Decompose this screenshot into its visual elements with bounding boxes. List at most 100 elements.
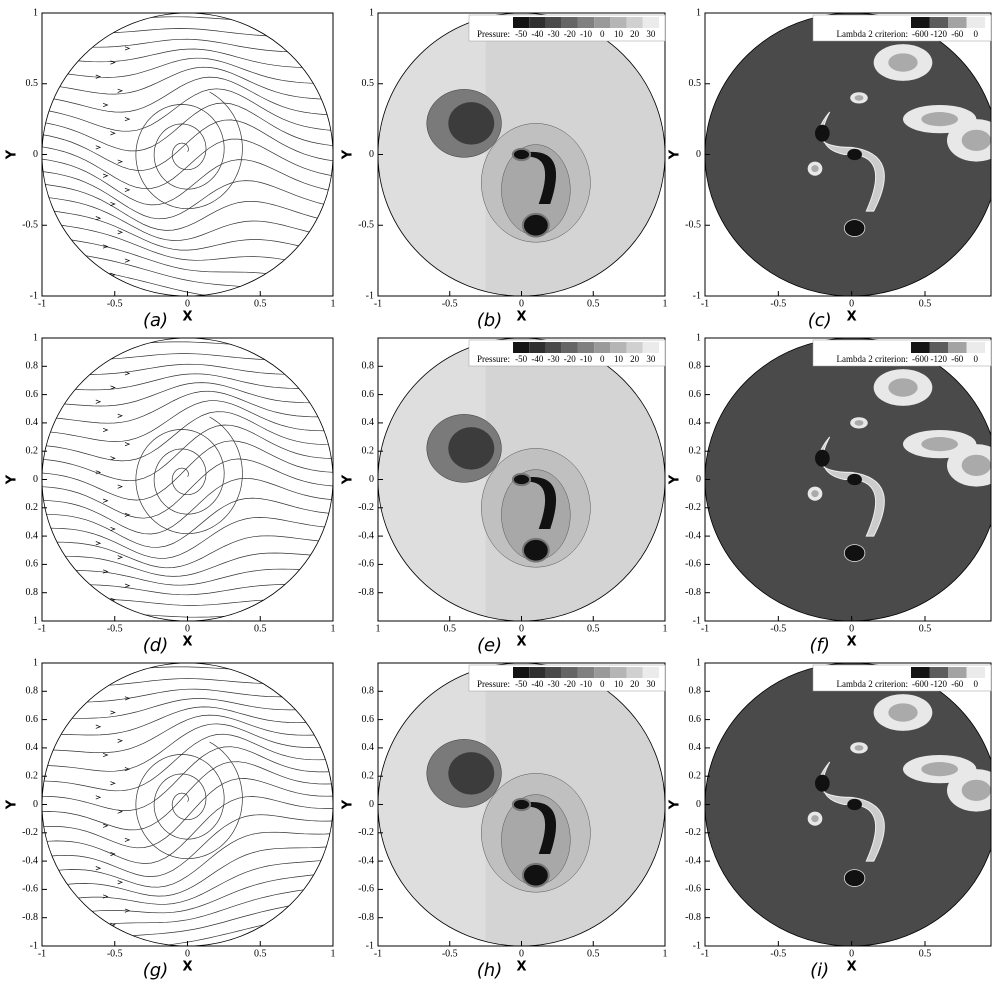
vortex-region-core <box>921 437 958 451</box>
legend-level: 10 <box>614 354 624 364</box>
y-tick-label: -0.6 <box>685 884 701 895</box>
y-tick-label: 0.5 <box>689 78 702 89</box>
arrow <box>96 612 100 615</box>
legend-level: 10 <box>614 29 624 39</box>
caption: (f) <box>809 635 829 656</box>
plot-area <box>378 338 665 621</box>
legend-swatch <box>930 342 949 353</box>
x-axis-label: X <box>516 310 526 325</box>
y-tick-label: -0.2 <box>685 502 701 513</box>
plot-area <box>705 338 992 621</box>
y-tick-label: -1 <box>693 940 701 951</box>
plot-area <box>42 663 333 966</box>
legend-swatch <box>643 17 659 28</box>
x-tick-label: 0.5 <box>254 623 267 634</box>
y-axis-label: Y <box>668 474 683 485</box>
y-tick-label: 0.4 <box>689 742 702 753</box>
plot-area <box>378 13 665 296</box>
x-tick-label: -0.5 <box>107 948 123 959</box>
y-tick-label: 0.6 <box>26 559 39 570</box>
domain <box>705 13 992 296</box>
y-tick-label: 0.2 <box>362 445 375 456</box>
legend-level: 0 <box>600 679 605 689</box>
legend-swatch <box>594 667 610 678</box>
x-tick-label: 1 <box>376 623 381 634</box>
vortex-region-core <box>855 745 864 751</box>
y-tick-label: 0.5 <box>26 78 39 89</box>
y-tick-label: 0 <box>696 474 701 485</box>
y-tick-label: 0.8 <box>26 587 39 598</box>
legend-swatch <box>562 17 578 28</box>
vortex-region-core <box>855 420 864 426</box>
y-tick-label: 0 <box>696 149 701 160</box>
legend-level: 20 <box>630 679 640 689</box>
y-tick-label: 0.8 <box>26 686 39 697</box>
arrow <box>103 358 107 361</box>
caption: (b) <box>477 310 502 331</box>
y-tick-label: -0.6 <box>22 884 38 895</box>
y-tick-label: 0.4 <box>362 417 375 428</box>
legend-level: -30 <box>548 29 560 39</box>
x-tick-label: 0 <box>185 623 190 634</box>
legend-level: -60 <box>951 679 963 689</box>
x-tick-label: 1 <box>331 948 336 959</box>
legend-swatch <box>643 667 659 678</box>
y-axis-label: Y <box>5 474 20 485</box>
y-tick-label: 1 <box>369 7 374 18</box>
plot-area <box>378 663 665 946</box>
legend-swatch <box>930 17 949 28</box>
y-tick-label: 0.2 <box>26 770 39 781</box>
legend-level: -50 <box>515 29 527 39</box>
x-axis-label: X <box>847 310 857 325</box>
x-tick-label: 1 <box>663 948 668 959</box>
y-tick-label: 1 <box>696 332 701 343</box>
legend-level: -30 <box>548 354 560 364</box>
x-tick-label: -0.5 <box>770 623 786 634</box>
y-tick-label: -0.4 <box>685 855 701 866</box>
y-tick-label: 0.8 <box>26 361 39 372</box>
y-tick-label: 0 <box>33 149 38 160</box>
domain <box>378 338 665 621</box>
y-tick-label: 0.2 <box>26 445 39 456</box>
x-tick-label: -0.5 <box>107 298 123 309</box>
y-tick-label: 1 <box>696 657 701 668</box>
low-pressure-core <box>448 427 494 469</box>
plot-area <box>705 663 992 946</box>
x-axis-label: X <box>182 310 192 325</box>
vortex-core <box>513 474 530 485</box>
arrow <box>96 937 100 940</box>
legend-swatch <box>545 667 561 678</box>
y-tick-label: -0.6 <box>685 559 701 570</box>
y-tick-label: -1 <box>693 290 701 301</box>
x-tick-label: 0.5 <box>587 298 600 309</box>
y-tick-label: 0.8 <box>689 361 702 372</box>
legend-title: Pressure: <box>477 29 510 39</box>
y-axis-label: Y <box>5 799 20 810</box>
y-tick-label: 0.5 <box>362 78 375 89</box>
x-tick-label: 0.5 <box>587 948 600 959</box>
legend-swatch <box>627 667 643 678</box>
y-tick-label: -0.5 <box>358 220 374 231</box>
arrow <box>103 683 107 686</box>
legend-level: -40 <box>531 354 543 364</box>
y-tick-label: 1 <box>33 657 38 668</box>
legend-title: Pressure: <box>477 679 510 689</box>
vortex-core <box>815 775 830 792</box>
vortex-region-core <box>962 455 991 476</box>
y-axis-label: Y <box>5 149 20 160</box>
figure: -1-0.500.51-1-0.500.51XY(a)-1-0.500.51-1… <box>0 0 992 986</box>
y-tick-label: 0.8 <box>689 686 702 697</box>
x-tick-label: -1 <box>374 298 382 309</box>
x-axis-label: X <box>182 635 192 650</box>
y-tick-label: -0.5 <box>22 220 38 231</box>
vortex-core <box>844 220 865 237</box>
legend-swatch <box>627 17 643 28</box>
y-tick-label: -0.2 <box>685 827 701 838</box>
panel: -1-0.500.5-1-0.8-0.6-0.4-0.200.20.40.60.… <box>668 332 992 656</box>
caption: (c) <box>808 310 832 331</box>
y-tick-label: 1 <box>33 332 38 343</box>
y-tick-label: -0.6 <box>358 884 374 895</box>
legend-swatch <box>610 17 626 28</box>
legend-swatch <box>627 342 643 353</box>
